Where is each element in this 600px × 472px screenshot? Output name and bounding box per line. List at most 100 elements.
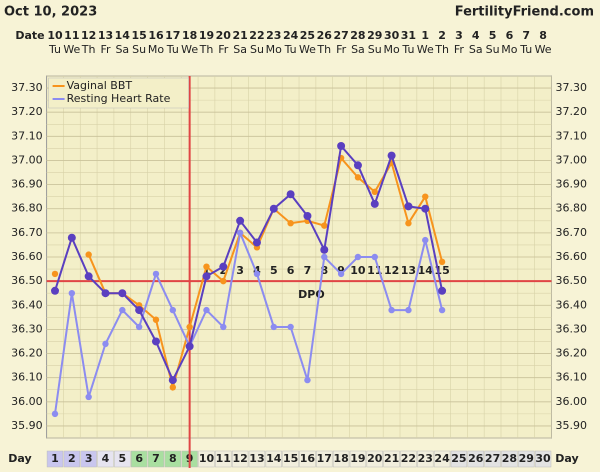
day-cell	[534, 450, 552, 468]
date-number: 28	[350, 29, 365, 42]
weekday: Mo	[383, 43, 399, 56]
data-point	[321, 253, 328, 261]
data-point	[270, 323, 277, 331]
date-number: 11	[64, 29, 79, 42]
day-cell	[400, 450, 417, 468]
date-number: 17	[165, 29, 180, 42]
data-point	[186, 323, 193, 331]
day-cell	[63, 450, 80, 468]
day-number: 24	[434, 452, 450, 465]
weekday: Tu	[401, 43, 414, 56]
day-cell	[248, 450, 266, 468]
day-cell	[433, 450, 451, 468]
y-tick-label-right: 36.80	[555, 202, 587, 215]
weekday: We	[535, 43, 552, 56]
date-number: 7	[522, 29, 530, 42]
y-tick-label-right: 37.10	[555, 129, 587, 142]
y-tick-label-right: 37.00	[555, 153, 587, 166]
day-cell	[349, 450, 367, 468]
day-number: 25	[451, 452, 466, 465]
date-number: 21	[232, 29, 247, 42]
dpo-number: 10	[350, 264, 366, 277]
weekday: Tu	[519, 43, 532, 56]
data-point	[220, 277, 227, 285]
day-number: 8	[169, 452, 177, 465]
legend-box	[48, 77, 189, 109]
weekday: Th	[434, 43, 449, 56]
data-point	[354, 174, 362, 181]
date-number: 1	[421, 29, 429, 42]
day-number: 4	[102, 452, 110, 465]
y-tick-label-right: 36.10	[555, 371, 587, 384]
day-number: 15	[283, 452, 298, 465]
data-point	[169, 306, 177, 314]
data-point	[404, 202, 413, 211]
weekday: Sa	[351, 43, 365, 56]
data-point	[371, 253, 378, 261]
weekday: Fr	[336, 43, 347, 56]
data-point	[304, 376, 311, 384]
data-point	[135, 323, 143, 331]
data-point	[169, 384, 177, 391]
date-number: 4	[472, 29, 480, 42]
y-tick-label: 37.20	[11, 105, 43, 118]
data-point	[438, 286, 447, 295]
day-number: 28	[502, 452, 517, 465]
date-number: 3	[455, 29, 463, 42]
dpo-number: 14	[418, 264, 434, 277]
y-tick-label: 36.50	[11, 274, 43, 287]
y-tick-label: 36.60	[11, 250, 43, 263]
date-number: 20	[216, 29, 232, 42]
day-number: 17	[317, 452, 332, 465]
day-number: 19	[350, 452, 365, 465]
y-tick-label-right: 36.90	[555, 178, 587, 191]
dpo-number: 13	[401, 264, 416, 277]
y-tick-label: 36.30	[11, 322, 43, 335]
day-number: 10	[199, 452, 215, 465]
data-point	[286, 190, 295, 199]
data-point	[202, 272, 211, 281]
data-point	[253, 270, 261, 278]
date-number: 13	[98, 29, 113, 42]
day-cell	[501, 450, 518, 468]
y-tick-label-right: 36.70	[555, 226, 587, 239]
date-label: Date	[15, 29, 44, 42]
date-number: 18	[182, 29, 197, 42]
y-tick-label: 37.10	[11, 129, 43, 142]
dpo-number: 1	[203, 264, 211, 277]
day-cell	[450, 450, 468, 468]
dpo-number: 6	[287, 264, 295, 277]
data-point	[152, 316, 160, 323]
day-cell	[518, 450, 535, 468]
weekday: Th	[81, 43, 96, 56]
data-point	[102, 340, 109, 348]
y-tick-label-right: 36.50	[555, 274, 587, 287]
date-number: 6	[506, 29, 514, 42]
weekday: Th	[199, 43, 214, 56]
date-number: 31	[401, 29, 416, 42]
data-point	[51, 270, 59, 278]
y-tick-label: 35.90	[11, 419, 43, 432]
weekday: Fr	[218, 43, 229, 56]
weekday: Sa	[115, 43, 129, 56]
day-label-right: Day	[555, 452, 578, 465]
day-cell	[80, 450, 97, 468]
weekday: Fr	[454, 43, 465, 56]
weekday: Sa	[233, 43, 247, 56]
dpo-number: 8	[320, 264, 328, 277]
dpo-number: 9	[337, 264, 345, 277]
day-cell	[147, 450, 165, 468]
day-number: 7	[152, 452, 160, 465]
data-point	[85, 251, 92, 258]
data-point	[236, 229, 244, 237]
day-number: 21	[384, 452, 399, 465]
data-point	[353, 161, 362, 170]
day-number: 29	[519, 452, 534, 465]
weekday: Tu	[48, 43, 61, 56]
y-tick-label: 37.30	[11, 81, 43, 94]
data-point	[119, 306, 126, 314]
weekday: Sa	[469, 43, 483, 56]
y-tick-label-right: 37.30	[555, 81, 587, 94]
data-point	[168, 376, 177, 385]
day-number: 20	[367, 452, 383, 465]
